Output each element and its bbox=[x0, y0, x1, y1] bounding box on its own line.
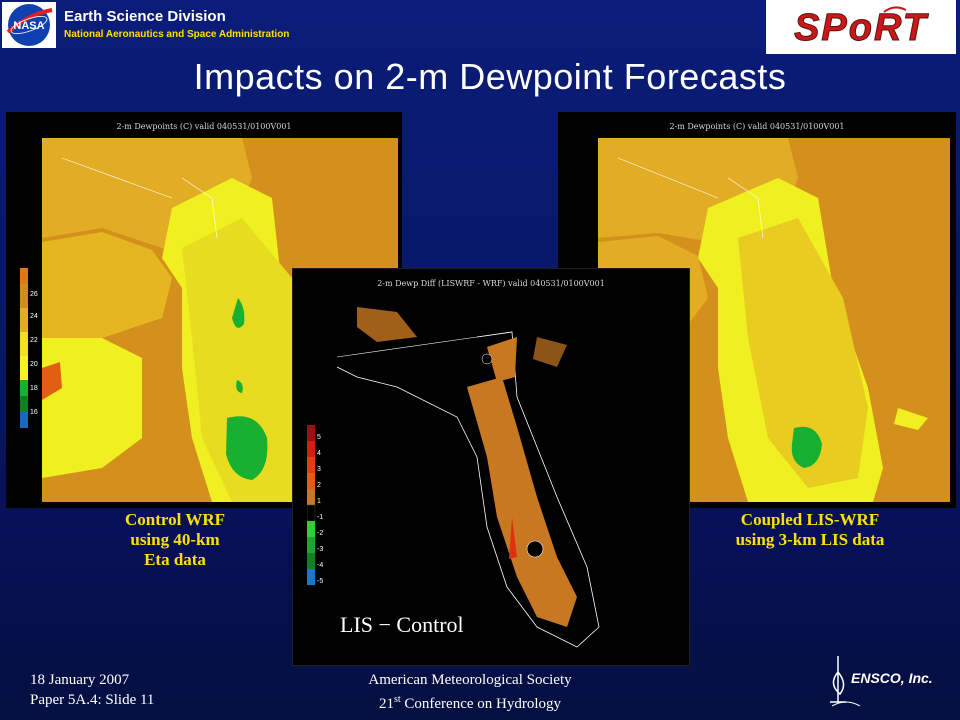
center-scale-label: -4 bbox=[317, 562, 323, 569]
left-color-scale: 26 24 22 20 18 16 bbox=[20, 268, 38, 428]
center-map-image bbox=[337, 297, 683, 659]
conference-suffix: st bbox=[393, 694, 401, 705]
conference-ordinal: 21 bbox=[378, 696, 394, 712]
footer-date: 18 January 2007 bbox=[30, 672, 130, 688]
left-caption: Control WRF using 40-km Eta data bbox=[80, 510, 270, 570]
division-name: Earth Science Division bbox=[64, 8, 226, 25]
left-scale-label: 26 bbox=[30, 291, 38, 298]
center-map-title: 2-m Dewp Diff (LISWRF - WRF) valid 04053… bbox=[377, 279, 605, 288]
slide-title: Impacts on 2-m Dewpoint Forecasts bbox=[193, 56, 787, 97]
right-caption: Coupled LIS-WRF using 3-km LIS data bbox=[690, 510, 930, 550]
center-scale-label: 1 bbox=[317, 498, 321, 505]
center-scale-label: -5 bbox=[317, 578, 323, 585]
left-scale-label: 18 bbox=[30, 385, 38, 392]
left-caption-line: using 40-km bbox=[130, 530, 220, 549]
left-scale-label: 24 bbox=[30, 313, 38, 320]
footer-society: American Meteorological Society bbox=[368, 672, 572, 688]
left-map-title: 2-m Dewpoints (C) valid 040531/0100V001 bbox=[116, 122, 292, 131]
center-difference-map: 2-m Dewp Diff (LISWRF - WRF) valid 04053… bbox=[292, 268, 690, 666]
left-caption-line: Eta data bbox=[144, 550, 206, 569]
center-scale-label: -3 bbox=[317, 546, 323, 553]
nasa-logo: NASA bbox=[2, 2, 56, 48]
center-scale-label: 2 bbox=[317, 482, 321, 489]
ensco-company-name: ENSCO, Inc. bbox=[851, 670, 933, 686]
sport-logo: SPoRT bbox=[766, 0, 956, 54]
left-scale-label: 22 bbox=[30, 337, 38, 344]
center-scale-label: -2 bbox=[317, 530, 323, 537]
nasa-logo-text: NASA bbox=[13, 20, 44, 32]
difference-overlay-label: LIS − Control bbox=[340, 612, 464, 637]
right-map-title: 2-m Dewpoints (C) valid 040531/0100V001 bbox=[669, 122, 845, 131]
left-scale-label: 20 bbox=[30, 361, 38, 368]
footer-paper: Paper 5A.4: Slide 11 bbox=[30, 692, 155, 708]
center-scale-label: 3 bbox=[317, 466, 321, 473]
footer-left: 18 January 2007 Paper 5A.4: Slide 11 bbox=[30, 670, 154, 710]
right-caption-line: Coupled LIS-WRF bbox=[740, 510, 880, 529]
conference-name: Conference on Hydrology bbox=[400, 696, 562, 712]
left-caption-line: Control WRF bbox=[125, 510, 225, 529]
ensco-logo bbox=[830, 656, 861, 707]
footer-conference: 21st Conference on Hydrology bbox=[330, 690, 610, 714]
center-color-scale: 5 4 3 2 1 -1 -2 -3 -4 -5 bbox=[307, 425, 323, 585]
left-scale-label: 16 bbox=[30, 409, 38, 416]
division-heading: Earth Science Division National Aeronaut… bbox=[64, 8, 289, 40]
right-caption-line: using 3-km LIS data bbox=[735, 530, 885, 549]
center-scale-label: 4 bbox=[317, 450, 321, 457]
center-scale-label: 5 bbox=[317, 434, 321, 441]
center-scale-label: -1 bbox=[317, 514, 323, 521]
agency-name: National Aeronautics and Space Administr… bbox=[64, 29, 290, 40]
sport-logo-text: SPoRT bbox=[794, 7, 929, 49]
footer-center: American Meteorological Society 21st Con… bbox=[330, 670, 610, 714]
